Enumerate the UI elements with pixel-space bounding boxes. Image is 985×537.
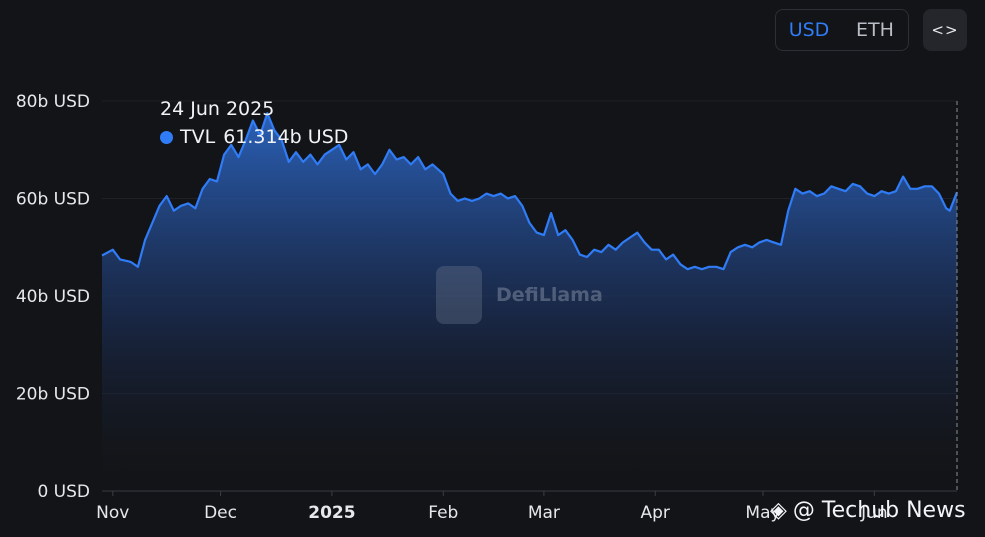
x-tick-label: Jun: [860, 503, 888, 523]
x-tick-label: Dec: [204, 503, 237, 523]
source-text: @ Techub News: [792, 498, 966, 523]
y-tick-label: 40b USD: [16, 287, 90, 307]
x-axis: Nov Dec 2025 Feb Mar Apr May Jun: [96, 491, 888, 523]
currency-option-eth[interactable]: ETH: [856, 19, 894, 41]
y-tick-label: 0 USD: [37, 482, 90, 502]
tooltip-value: 61.314b USD: [223, 126, 349, 148]
y-tick-label: 20b USD: [16, 385, 90, 405]
tooltip-date: 24 Jun 2025: [160, 98, 275, 120]
defillama-watermark: DefiLlama: [436, 266, 603, 324]
y-tick-label: 80b USD: [16, 92, 90, 112]
watermark-text: DefiLlama: [496, 284, 603, 306]
embed-code-button[interactable]: <>: [923, 9, 967, 51]
source-watermark: ◈ @ Techub News: [770, 498, 966, 523]
x-tick-label: 2025: [308, 503, 355, 523]
defillama-logo-icon: [436, 266, 482, 324]
currency-toggle: USD ETH: [775, 9, 909, 51]
tooltip-row: TVL 61.314b USD: [160, 126, 348, 148]
x-tick-label: May: [745, 503, 780, 523]
tvl-area-fill: [102, 113, 957, 491]
tvl-series-line: [101, 112, 959, 271]
x-tick-label: Feb: [428, 503, 458, 523]
chart-tooltip: 24 Jun 2025 TVL 61.314b USD: [160, 98, 348, 148]
y-axis: 0 USD 20b USD 40b USD 60b USD 80b USD: [16, 92, 90, 502]
x-tick-label: Mar: [528, 503, 560, 523]
tooltip-series-name: TVL: [180, 126, 216, 148]
x-tick-label: Nov: [96, 503, 129, 523]
series-dot-icon: [160, 130, 173, 144]
y-tick-label: 60b USD: [16, 190, 90, 210]
x-tick-label: Apr: [641, 503, 670, 523]
currency-option-usd[interactable]: USD: [788, 19, 830, 41]
techub-diamond-icon: ◈: [770, 498, 787, 523]
